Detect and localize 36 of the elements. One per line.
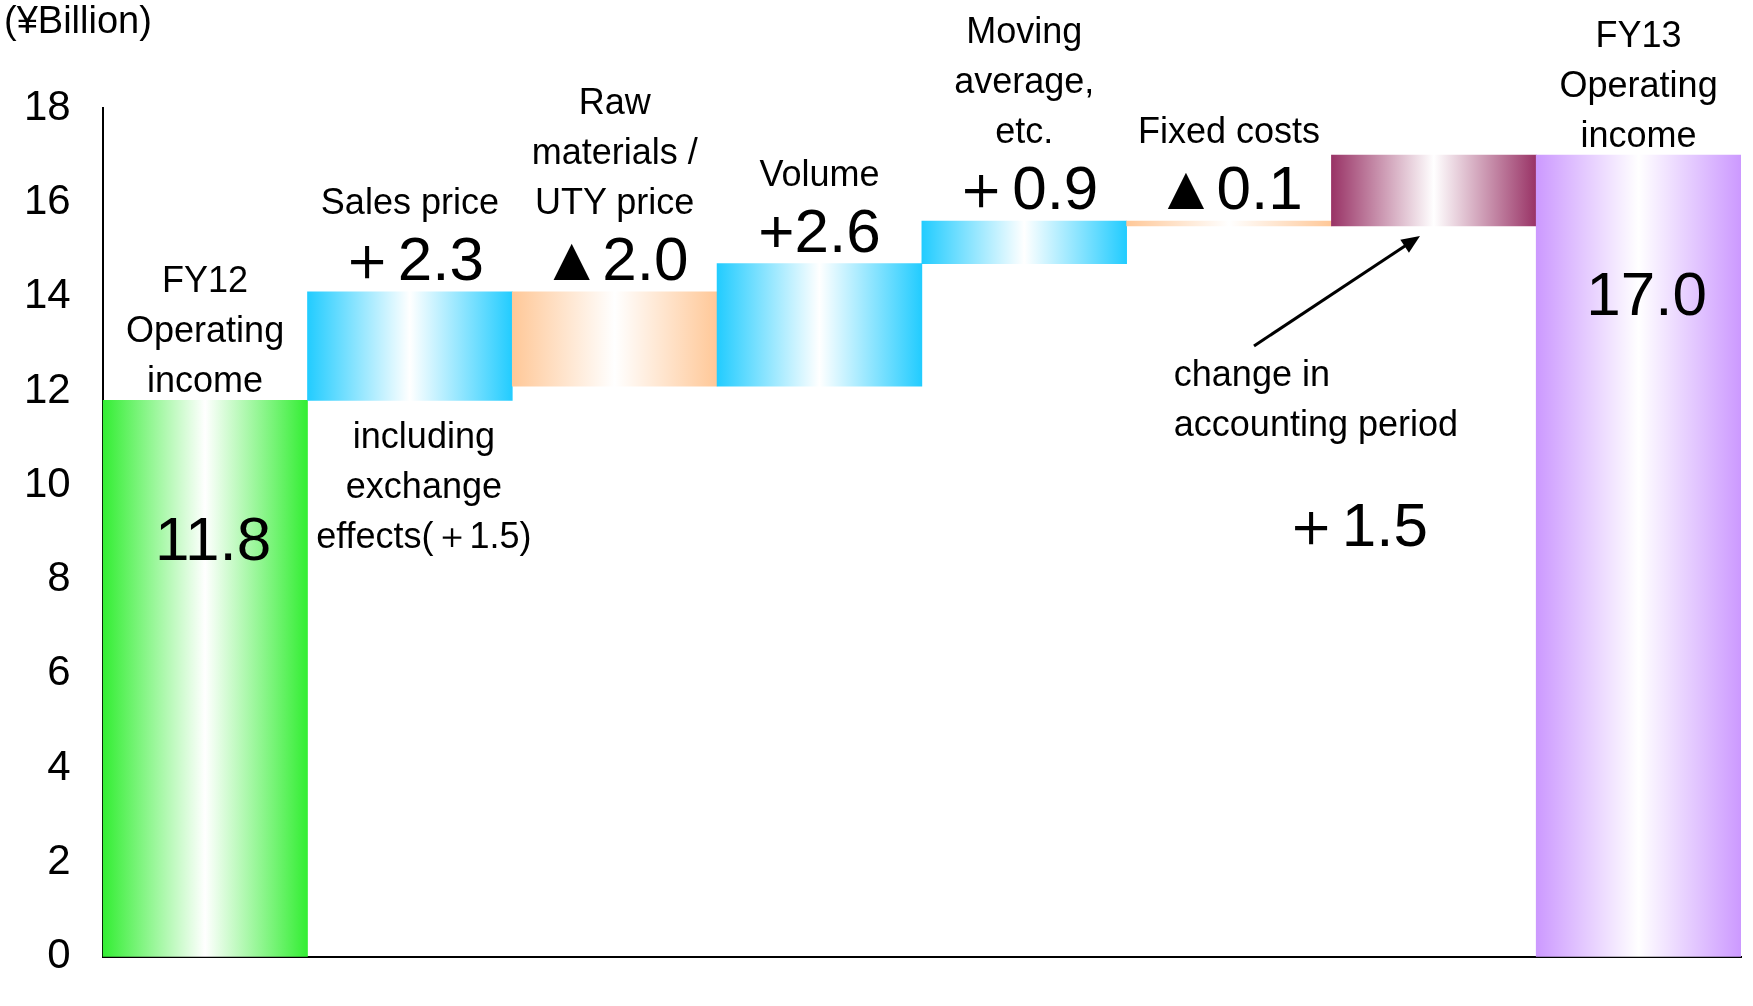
bar [511, 291, 718, 387]
bar [1126, 220, 1332, 227]
x-tick-label: FY12 Operating income [126, 259, 285, 401]
y-tick-label: 6 [47, 647, 71, 695]
y-tick-label: 8 [47, 553, 71, 601]
data-label: ＋0.9 [950, 153, 1099, 223]
data-label: 17.0 [1586, 259, 1707, 329]
data-label: +2.6 [758, 195, 881, 265]
y-tick-label: 18 [24, 81, 71, 129]
x-tick-label: Moving average, etc. [954, 10, 1095, 152]
data-label: ＋2.3 [335, 223, 484, 293]
y-tick-label: 16 [24, 175, 71, 223]
bar [307, 291, 513, 401]
y-tick-label: 4 [47, 741, 71, 789]
data-label: ▲0.1 [1155, 153, 1303, 223]
y-tick-label: 14 [24, 270, 71, 318]
x-tick-label: Fixed costs [1138, 110, 1321, 152]
y-tick-label: 10 [24, 458, 71, 506]
x-tick-label: Raw materials / UTY price [531, 80, 698, 222]
x-tick-label: Volume [759, 152, 880, 194]
annotation: including exchange effects(＋1.5) [316, 415, 532, 557]
data-label: 11.8 [155, 504, 272, 574]
y-axis-title: (¥Billion) [4, 0, 152, 42]
annotation: change in accounting period [1173, 352, 1459, 444]
bar [921, 220, 1127, 264]
bar [716, 263, 923, 387]
bar [1331, 154, 1537, 227]
y-tick-label: 0 [47, 930, 71, 978]
annotation: ＋1.5 [1279, 489, 1428, 559]
bar [1535, 154, 1741, 957]
data-label: ▲2.0 [540, 223, 689, 293]
y-tick-label: 12 [24, 364, 71, 412]
y-tick-label: 2 [47, 836, 71, 884]
x-tick-label: Sales price [320, 180, 499, 222]
bar [102, 400, 308, 957]
x-tick-label: FY13 Operating income [1559, 14, 1718, 156]
